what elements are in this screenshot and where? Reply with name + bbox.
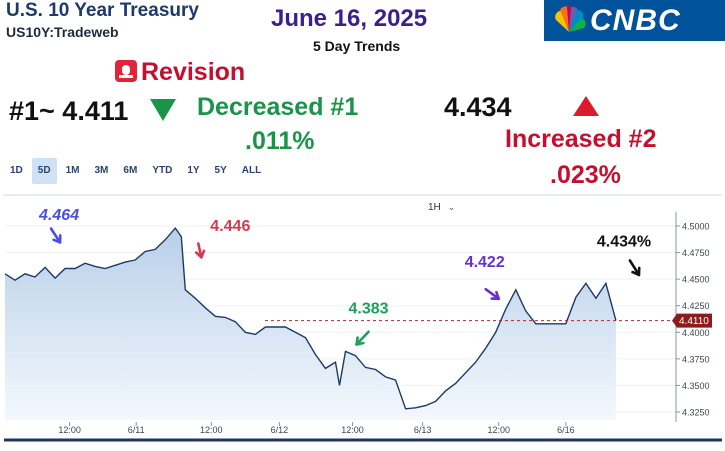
range-tab-1m[interactable]: 1M — [65, 165, 80, 176]
brand-text: CNBC — [590, 4, 681, 37]
y-tick-label: 4.4000 — [682, 328, 710, 338]
interval-label: 1H — [428, 202, 441, 213]
last-value-tag: 4.4110 — [672, 313, 712, 328]
x-tick-label: 12:00 — [341, 425, 364, 435]
callout-label: 4.464 — [38, 207, 79, 224]
y-tick-label: 4.3250 — [682, 408, 710, 418]
range-tab-1d[interactable]: 1D — [10, 165, 23, 176]
interval-selector[interactable]: 1H ⌄ — [428, 202, 455, 213]
x-tick-label: 12:00 — [58, 425, 81, 435]
range-tab-5d[interactable]: 5D — [31, 158, 57, 184]
callout-label: 4.422 — [465, 254, 505, 271]
time-range-tabs: 1D 5D 1M 3M 6M YTD 1Y 5Y ALL — [4, 158, 270, 184]
up-triangle-icon — [573, 96, 599, 116]
callout-arrow-icon — [194, 242, 206, 259]
increase-label: Increased #2 — [505, 125, 657, 153]
x-tick-label: 6/13 — [414, 425, 432, 435]
last-value-label: 4.4110 — [679, 316, 709, 327]
callout-arrow-icon — [49, 227, 62, 244]
y-tick-label: 4.5000 — [682, 221, 710, 231]
x-tick-label: 6/16 — [557, 425, 575, 435]
cnbc-logo: CNBC — [544, 0, 725, 41]
y-tick-label: 4.4750 — [682, 248, 710, 258]
range-tab-ytd[interactable]: YTD — [152, 165, 173, 176]
range-tab-all[interactable]: ALL — [241, 165, 262, 176]
callout-arrow-icon — [355, 330, 370, 346]
y-tick-label: 4.4250 — [682, 301, 710, 311]
decrease-label: Decreased #1 — [197, 93, 359, 121]
x-tick-label: 12:00 — [200, 425, 223, 435]
area-fill — [5, 228, 616, 420]
down-triangle-icon — [150, 99, 176, 121]
ticker-subtitle: US10Y:Tradeweb — [6, 24, 119, 40]
callout-label: 4.434% — [597, 234, 651, 251]
y-tick-label: 4.3500 — [682, 381, 710, 391]
treasury-chart: 4.5000 4.4750 4.4500 4.4250 4.4000 4.3750 4.35… — [3, 194, 722, 442]
first-value: #1~ 4.411 — [9, 96, 129, 126]
x-tick-label: 6/12 — [271, 425, 289, 435]
range-tab-5y[interactable]: 5Y — [214, 165, 227, 176]
chart-title: U.S. 10 Year Treasury — [6, 0, 199, 21]
callout-label: 4.446 — [210, 218, 250, 235]
chevron-down-icon: ⌄ — [447, 202, 456, 212]
range-tab-6m[interactable]: 6M — [123, 165, 138, 176]
siren-icon — [115, 60, 137, 82]
increase-percent: .023% — [550, 161, 621, 189]
decrease-percent: .011% — [245, 127, 315, 155]
revision-text: Revision — [141, 58, 246, 86]
second-value: 4.434 — [444, 92, 512, 122]
y-tick-label: 4.3750 — [682, 354, 710, 364]
y-tick-label: 4.4500 — [682, 275, 710, 285]
x-tick-label: 12:00 — [487, 425, 510, 435]
peacock-icon — [555, 6, 586, 33]
range-tab-1y[interactable]: 1Y — [187, 165, 200, 176]
trend-label: 5 Day Trends — [313, 38, 401, 54]
x-tick-label: 6/11 — [128, 425, 145, 435]
revision-label: Revision — [115, 58, 246, 87]
price-line — [4, 226, 617, 410]
date-heading: June 16, 2025 — [271, 5, 428, 32]
range-tab-3m[interactable]: 3M — [94, 165, 109, 176]
callout-arrow-icon — [484, 287, 501, 301]
callout-arrow-icon — [628, 259, 641, 277]
callout-label: 4.383 — [349, 301, 389, 318]
